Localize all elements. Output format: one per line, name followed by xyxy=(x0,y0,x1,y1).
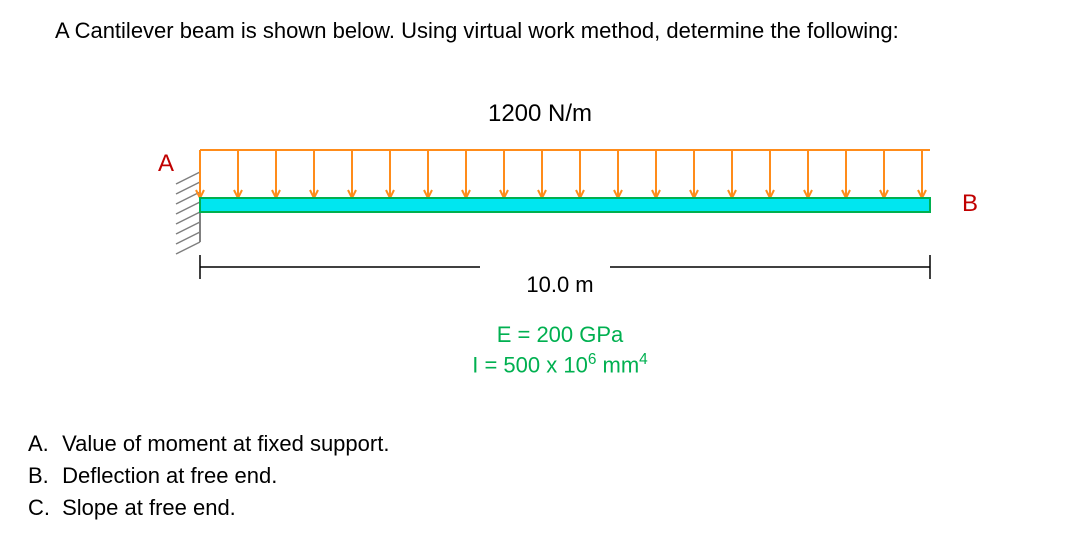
question-item: A. Value of moment at fixed support. xyxy=(28,431,389,457)
question-list: A. Value of moment at fixed support.B. D… xyxy=(28,431,389,527)
span-length-label: 10.0 m xyxy=(0,272,1080,298)
material-properties: E = 200 GPa I = 500 x 106 mm4 xyxy=(0,320,1080,380)
modulus-label: E = 200 GPa xyxy=(0,320,1080,350)
distributed-load-label: 1200 N/m xyxy=(0,100,1080,128)
inertia-label: I = 500 x 106 mm4 xyxy=(0,350,1080,380)
question-item: B. Deflection at free end. xyxy=(28,463,389,489)
question-letter: B. xyxy=(28,463,56,489)
question-item: C. Slope at free end. xyxy=(28,495,389,521)
free-end-label-b: B xyxy=(962,190,978,218)
question-letter: C. xyxy=(28,495,56,521)
question-text: Deflection at free end. xyxy=(56,463,277,488)
question-text: Slope at free end. xyxy=(56,495,236,520)
question-letter: A. xyxy=(28,431,56,457)
question-text: Value of moment at fixed support. xyxy=(56,431,389,456)
problem-statement: A Cantilever beam is shown below. Using … xyxy=(55,18,1060,44)
